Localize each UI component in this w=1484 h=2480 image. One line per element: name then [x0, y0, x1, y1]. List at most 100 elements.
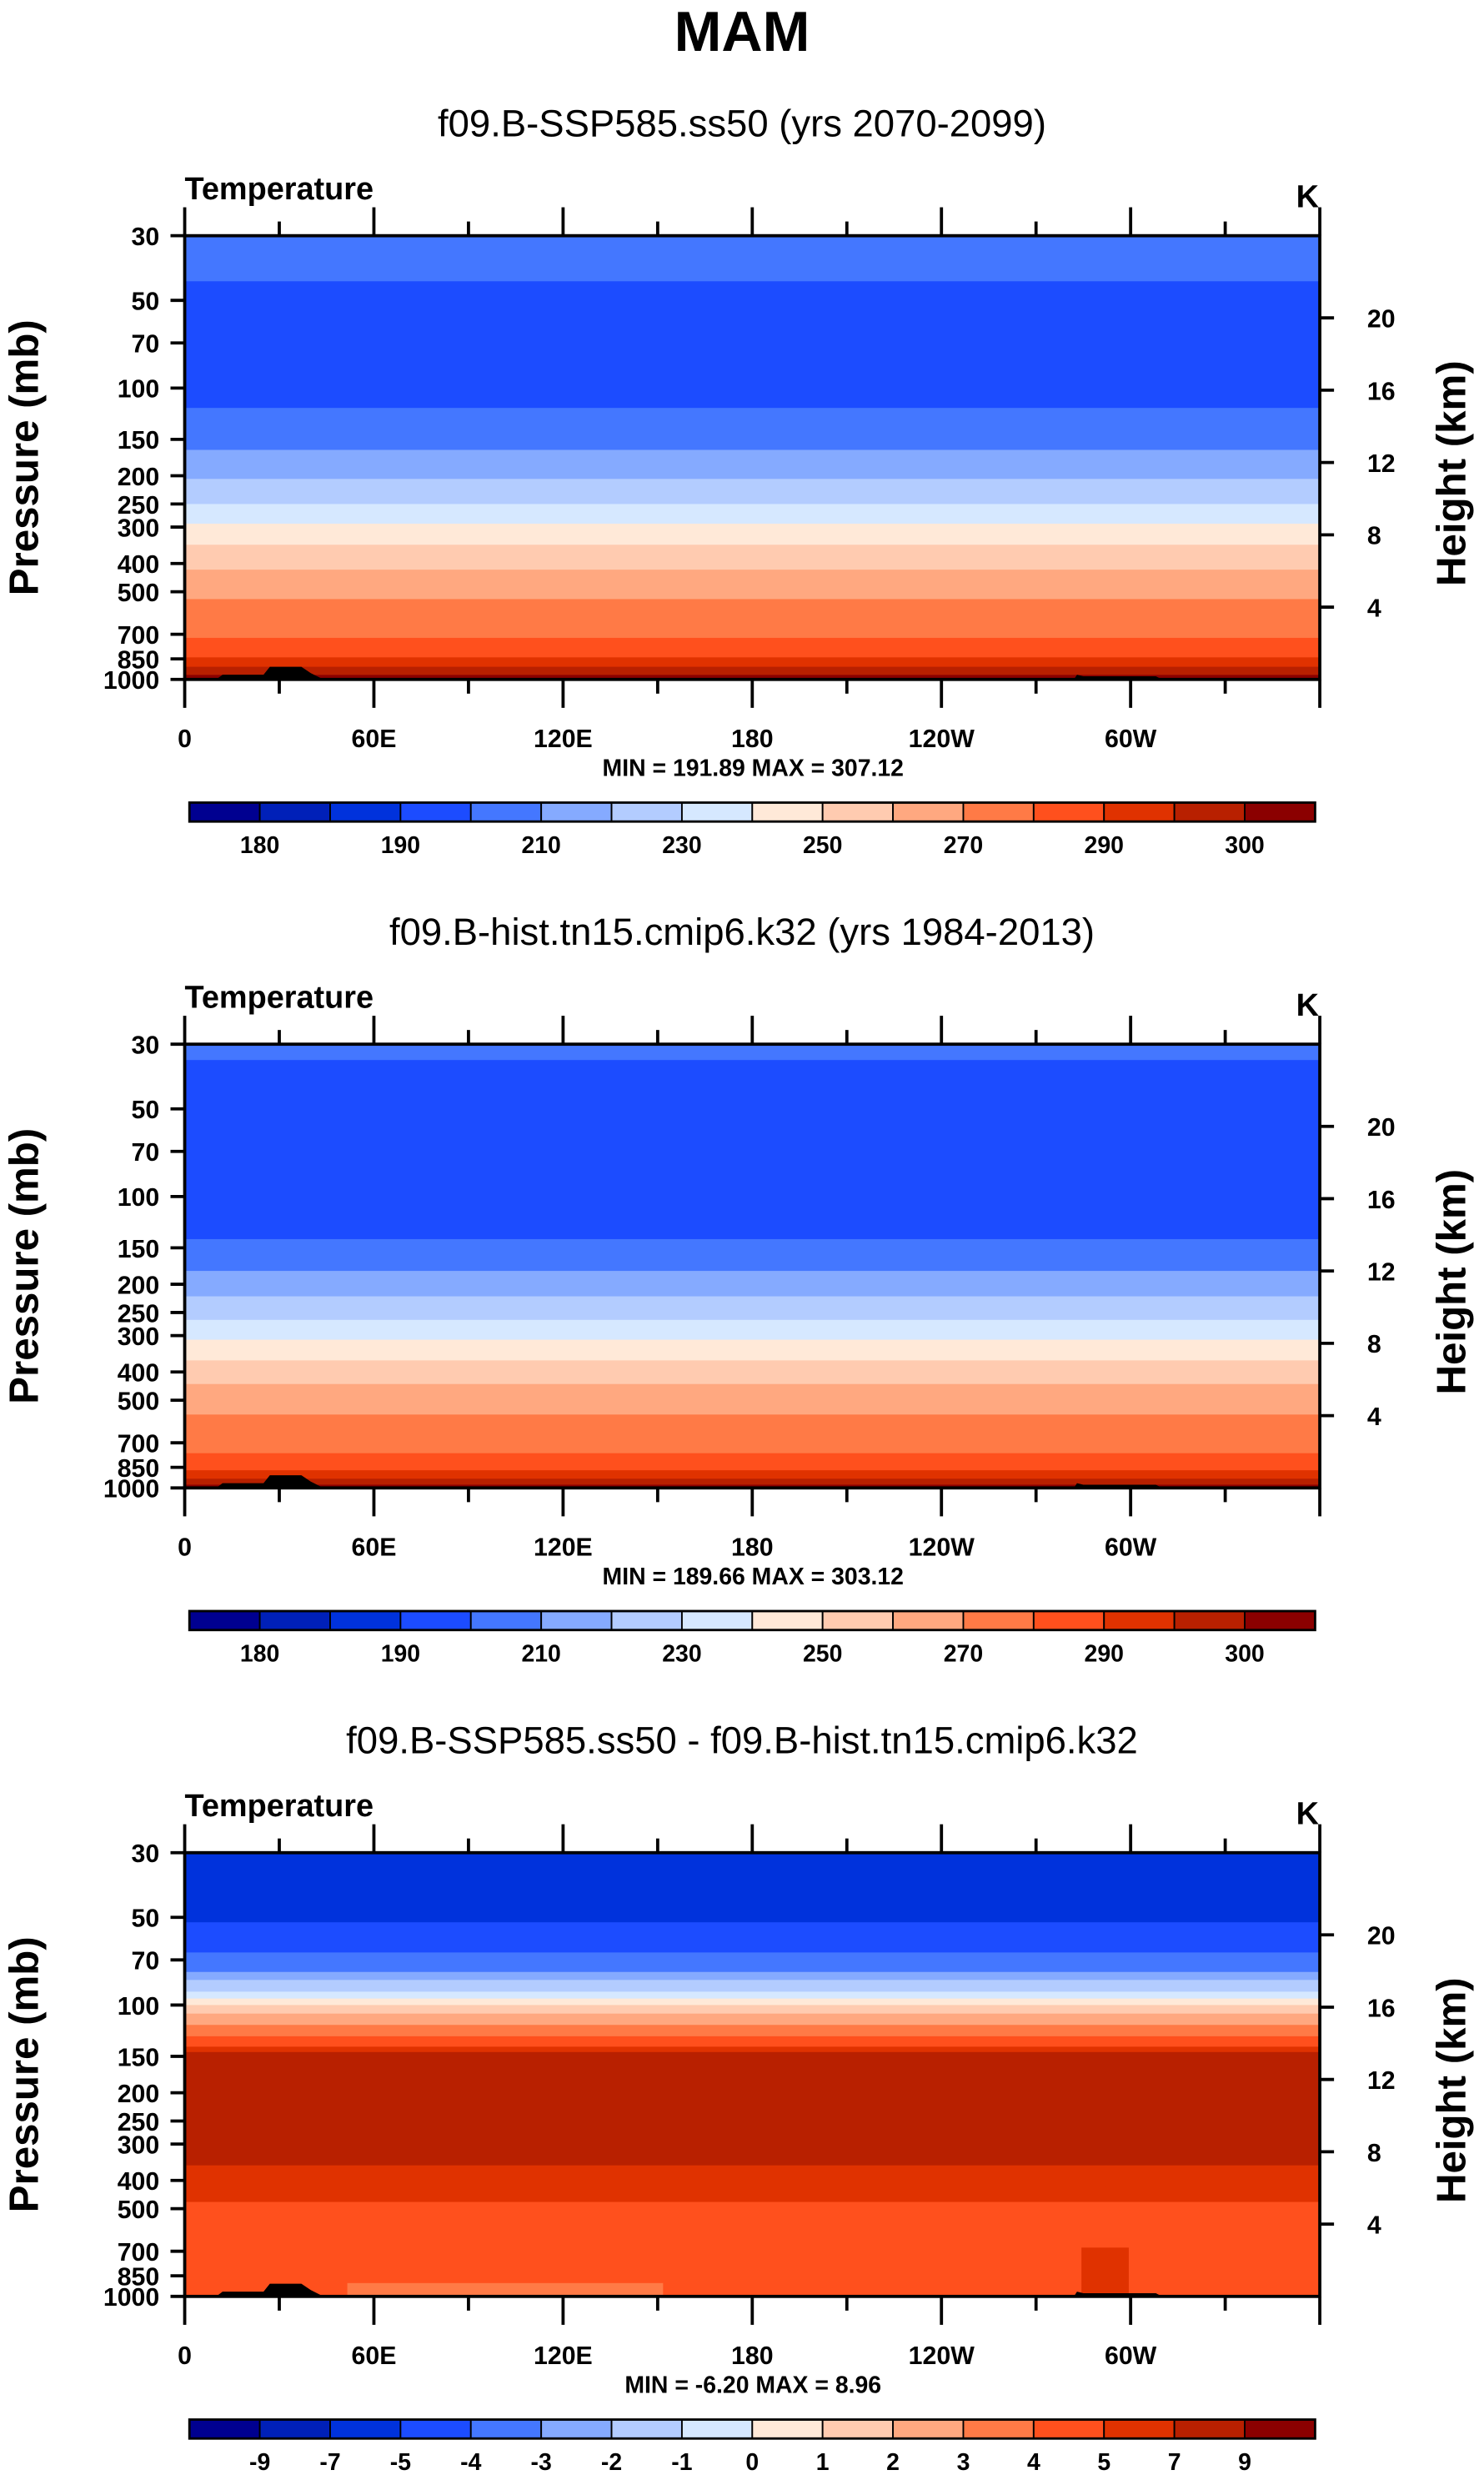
- colorbar-box: [258, 1610, 331, 1631]
- colorbar-box: [329, 801, 402, 823]
- colorbar-label: 270: [944, 832, 983, 859]
- contour-band: [184, 637, 1321, 659]
- units-label: K: [1296, 988, 1319, 1023]
- x-tick-label: 180: [731, 725, 774, 753]
- x-tick-label: 60E: [352, 725, 397, 753]
- y-tick-label: 1000: [103, 2284, 159, 2312]
- contour-band: [184, 1060, 1321, 1129]
- colorbar-label: 210: [521, 1641, 560, 1668]
- colorbar-label: 4: [1027, 2449, 1040, 2476]
- colorbar-label: 190: [381, 1641, 420, 1668]
- y2-tick-label: 4: [1367, 1403, 1381, 1431]
- y2-tick-label: 16: [1367, 1187, 1396, 1214]
- contour-band: [184, 2036, 1321, 2048]
- colorbar-box: [540, 1610, 613, 1631]
- x-tick-label: 60W: [1105, 2342, 1157, 2370]
- y-tick-label: 200: [118, 464, 160, 491]
- colorbar-box: [329, 2418, 402, 2440]
- y-tick-label: 1000: [103, 667, 159, 695]
- contour-band: [184, 1360, 1321, 1385]
- colorbar-box: [821, 1610, 895, 1631]
- x-tick-label: 180: [731, 2342, 774, 2370]
- y-tick-label: 250: [118, 492, 160, 520]
- colorbar-box: [892, 801, 965, 823]
- contour-band: [184, 2046, 1321, 2053]
- y-tick-label: 100: [118, 1993, 160, 2021]
- contour-band: [184, 1453, 1321, 1472]
- colorbar-label: 5: [1097, 2449, 1110, 2476]
- y2-tick-label: 12: [1367, 2067, 1396, 2095]
- colorbar-box: [892, 2418, 965, 2440]
- panel-subtitle: f09.B-SSP585.ss50 - f09.B-hist.tn15.cmip…: [346, 1719, 1138, 1761]
- y2-axis-title: Height (km): [1428, 360, 1474, 586]
- contour-band: [184, 408, 1321, 451]
- y-tick-label: 850: [118, 646, 160, 674]
- panel-3: f09.B-SSP585.ss50 - f09.B-hist.tn15.cmip…: [1, 1719, 1474, 2476]
- units-label: K: [1296, 180, 1319, 215]
- contour-band: [184, 675, 1321, 680]
- contour-band: [184, 657, 1321, 668]
- contour-band: [347, 2282, 664, 2297]
- colorbar-box: [1032, 1610, 1105, 1631]
- colorbar-label: -3: [531, 2449, 552, 2476]
- colorbar-box: [1103, 2418, 1176, 2440]
- x-tick-label: 120E: [534, 725, 593, 753]
- y-tick-label: 30: [132, 1840, 160, 1868]
- y-tick-label: 700: [118, 1431, 160, 1458]
- contour-band: [184, 1952, 1321, 1973]
- contour-band: [184, 1271, 1321, 1298]
- colorbar-box: [399, 1610, 472, 1631]
- y-tick-label: 500: [118, 580, 160, 607]
- colorbar-box: [469, 801, 543, 823]
- variable-label: Temperature: [185, 1789, 374, 1824]
- colorbar-label: 270: [944, 1641, 983, 1668]
- contour-band: [184, 1478, 1321, 1486]
- topography: [216, 1475, 323, 1489]
- colorbar-box: [1244, 1610, 1316, 1631]
- colorbar-box: [751, 801, 824, 823]
- x-tick-label: 60W: [1105, 725, 1157, 753]
- contour-band: [184, 1470, 1321, 1480]
- y-tick-label: 700: [118, 622, 160, 650]
- colorbar-label: 2: [886, 2449, 900, 2476]
- y-tick-label: 850: [118, 2264, 160, 2292]
- y-axis-title: Pressure (mb): [1, 1128, 47, 1404]
- contour-band: [184, 1296, 1321, 1321]
- contour-band: [184, 449, 1321, 480]
- colorbar-label: 290: [1085, 1641, 1124, 1668]
- contour-band: [184, 1991, 1321, 2000]
- colorbar-box: [469, 1610, 543, 1631]
- colorbar-box: [1173, 2418, 1246, 2440]
- contour-band: [184, 1383, 1321, 1416]
- panel-1: f09.B-SSP585.ss50 (yrs 2070-2099) Tempera…: [1, 102, 1474, 859]
- colorbar-box: [1173, 801, 1246, 823]
- variable-label: Temperature: [185, 172, 374, 207]
- contour-band: [184, 2201, 1321, 2297]
- colorbar-label: 210: [521, 832, 560, 859]
- colorbar-label: 300: [1225, 1641, 1264, 1668]
- colorbar-box: [258, 2418, 331, 2440]
- contour-band: [184, 1339, 1321, 1362]
- colorbar-label: 190: [381, 832, 420, 859]
- colorbar-box: [1244, 801, 1316, 823]
- colorbar-box: [469, 2418, 543, 2440]
- min-max-stats: MIN = 189.66 MAX = 303.12: [603, 1564, 904, 1590]
- y2-tick-label: 20: [1367, 1114, 1396, 1142]
- x-tick-label: 60E: [352, 2342, 397, 2370]
- y-tick-label: 100: [118, 376, 160, 404]
- colorbar-frame: [188, 1609, 1316, 1632]
- colorbar-box: [1103, 1610, 1176, 1631]
- y-tick-label: 50: [132, 1905, 160, 1933]
- colorbar-box: [540, 2418, 613, 2440]
- contour-band: [184, 1319, 1321, 1341]
- y2-tick-label: 4: [1367, 595, 1381, 622]
- y-tick-label: 500: [118, 2196, 160, 2224]
- y-tick-label: 300: [118, 2131, 160, 2159]
- contour-band: [184, 523, 1321, 546]
- contour-band: [184, 666, 1321, 676]
- contour-band: [237, 2186, 474, 2191]
- colorbar-box: [258, 801, 331, 823]
- contour-band: [184, 545, 1321, 571]
- contour-band: [184, 2165, 1321, 2203]
- contour-band: [1081, 2247, 1129, 2297]
